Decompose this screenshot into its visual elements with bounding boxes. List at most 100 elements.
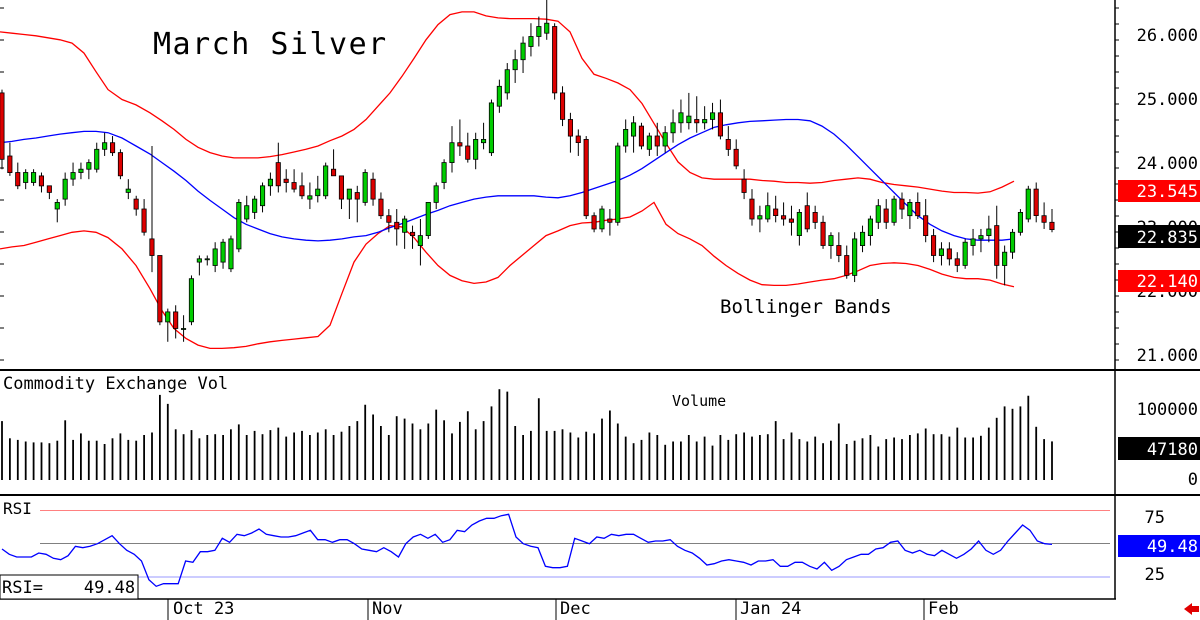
price-candle — [575, 129, 581, 156]
price-candle — [23, 169, 29, 190]
candle-body — [646, 135, 652, 150]
candle-body — [765, 205, 771, 220]
price-candle — [883, 199, 889, 229]
candle-body — [923, 215, 929, 236]
candle-body — [852, 238, 858, 276]
rsi-value-box — [1118, 535, 1200, 557]
price-candle — [931, 228, 937, 263]
last-price-value: 22.835 — [1137, 228, 1198, 248]
candle-body — [441, 162, 447, 183]
x-axis-label: Dec — [560, 599, 591, 619]
candle-body — [323, 165, 329, 197]
x-axis-label: Jan 24 — [740, 599, 801, 619]
scroll-left-arrow-icon[interactable] — [1184, 603, 1199, 615]
candle-body — [141, 208, 147, 233]
price-candle — [938, 242, 944, 266]
price-candle — [165, 308, 171, 342]
price-candle — [30, 169, 37, 186]
price-candle — [149, 146, 155, 273]
candle-body — [931, 235, 937, 256]
price-candle — [544, 0, 550, 40]
candle-body — [1002, 251, 1008, 266]
candle-body — [986, 228, 992, 236]
candle-body — [891, 198, 897, 223]
candle-body — [899, 198, 905, 210]
price-candle — [536, 16, 542, 47]
price-candle — [820, 215, 826, 249]
price-candle — [141, 199, 147, 236]
price-candle — [291, 169, 297, 193]
price-candle — [867, 215, 873, 246]
price-candle — [196, 255, 202, 276]
price-candle — [94, 142, 100, 173]
candle-body — [275, 162, 281, 187]
price-candle — [860, 225, 866, 253]
price-candle — [907, 199, 913, 229]
candle-body — [259, 185, 266, 207]
candle-body — [212, 248, 218, 266]
candle-body — [220, 241, 226, 263]
price-candle — [212, 242, 218, 273]
candle-body — [480, 138, 487, 144]
candle-body — [267, 178, 273, 187]
candle-body — [552, 26, 558, 94]
price-candle — [441, 159, 447, 190]
price-candle — [773, 195, 779, 223]
rsi-tick-label: 25 — [1145, 565, 1165, 585]
price-candle — [852, 232, 858, 283]
price-candle — [204, 255, 210, 266]
price-candle — [7, 142, 13, 176]
price-candle — [741, 169, 747, 200]
candle-body — [710, 112, 716, 120]
price-candle — [899, 192, 905, 219]
candle-body — [338, 175, 344, 200]
candle-body — [994, 225, 1000, 266]
price-candle — [465, 132, 471, 163]
price-candle — [362, 169, 368, 206]
price-candle — [765, 192, 771, 223]
price-candle — [473, 132, 479, 170]
candle-body — [828, 235, 834, 247]
price-candle — [970, 228, 976, 256]
price-candle — [220, 238, 226, 269]
candle-body — [370, 178, 376, 200]
candle-body — [291, 182, 297, 190]
price-candle — [804, 192, 810, 233]
price-candle — [54, 199, 60, 223]
volume-panel-title: Commodity Exchange Vol — [3, 374, 228, 394]
candle-body — [1017, 211, 1023, 233]
candle-body — [78, 168, 84, 173]
candle-body — [433, 185, 439, 203]
candle-body — [528, 36, 534, 47]
candle-body — [978, 235, 984, 240]
candle-body — [86, 162, 92, 170]
price-candle — [409, 225, 416, 249]
price-candle — [125, 179, 131, 200]
candle-body — [725, 138, 731, 150]
price-candle — [796, 209, 802, 246]
candle-body — [173, 311, 179, 329]
candle-body — [741, 178, 747, 193]
price-candle — [62, 172, 68, 206]
price-candle — [1033, 182, 1039, 223]
candle-body — [196, 258, 202, 263]
candle-body — [915, 201, 921, 217]
price-candle — [891, 195, 897, 226]
candle-body — [757, 215, 763, 220]
price-candle — [717, 99, 723, 140]
price-candle — [725, 126, 731, 156]
candle-body — [638, 125, 644, 147]
price-candle — [70, 162, 76, 186]
candle-body — [188, 278, 195, 323]
candle-body — [583, 138, 589, 217]
candle-body — [560, 92, 566, 120]
price-candle — [654, 122, 660, 156]
candle-body — [204, 258, 210, 261]
price-candle — [757, 205, 763, 233]
bollinger-bands-annotation: Bollinger Bands — [720, 296, 892, 318]
candle-body — [149, 238, 155, 256]
candle-body — [938, 248, 944, 256]
candle-body — [512, 59, 518, 71]
rsi-line — [1, 513, 1053, 588]
